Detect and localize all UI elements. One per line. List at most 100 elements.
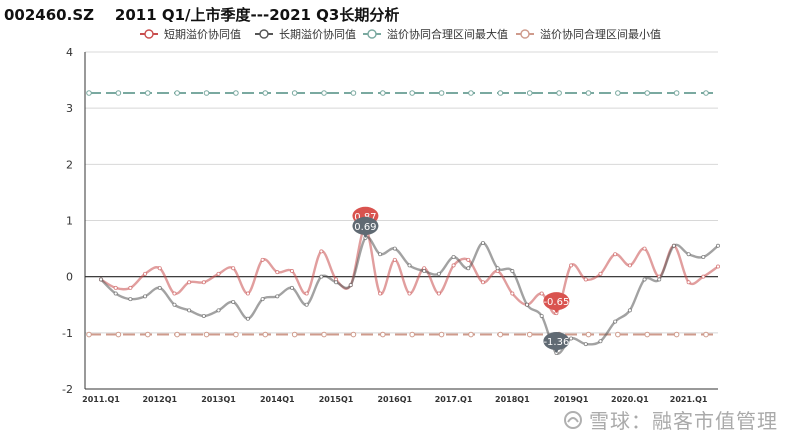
series-point-1	[407, 263, 412, 268]
series-point-1	[319, 274, 324, 279]
series-point-2	[673, 90, 680, 96]
x-tick-label: 2016Q1	[377, 395, 412, 404]
series-point-0	[289, 269, 294, 274]
series-point-1	[99, 277, 104, 282]
series-point-0	[627, 263, 632, 268]
x-tick-label: 2018Q1	[495, 395, 530, 404]
legend-marker	[259, 29, 269, 39]
series-point-0	[157, 266, 162, 271]
series-point-2	[585, 90, 592, 96]
series-point-3	[350, 331, 357, 338]
series-point-3	[644, 331, 651, 338]
y-tick-label: 1	[66, 215, 73, 228]
series-point-1	[172, 302, 177, 307]
series-point-1	[334, 280, 339, 285]
series-point-3	[380, 331, 386, 338]
legend-label: 溢价协同合理区间最大值	[387, 27, 508, 41]
series-point-2	[468, 90, 474, 96]
series-point-1	[260, 297, 265, 302]
series-point-1	[436, 271, 441, 276]
series-point-1	[304, 302, 309, 307]
series-point-0	[613, 252, 618, 257]
series-point-3	[174, 331, 180, 338]
series-point-1	[113, 291, 118, 296]
series-point-0	[275, 270, 280, 275]
series-point-3	[115, 331, 122, 338]
series-point-2	[615, 90, 621, 96]
series-point-0	[539, 291, 544, 296]
series-point-0	[569, 263, 574, 268]
series-point-1	[525, 302, 530, 307]
series-point-2	[409, 90, 415, 96]
x-tick-label: 2012Q1	[142, 395, 177, 404]
annotation-pin: -1.36	[543, 332, 570, 354]
series-point-0	[686, 280, 691, 285]
series-point-0	[378, 291, 383, 296]
series-point-1	[495, 266, 500, 271]
series-point-2	[556, 90, 562, 96]
snowball-logo-icon	[564, 410, 582, 429]
series-point-0	[583, 277, 588, 282]
series-point-0	[245, 291, 250, 296]
legend-marker	[520, 29, 530, 39]
series-point-3	[615, 331, 621, 338]
series-point-0	[510, 291, 515, 296]
series-point-1	[348, 283, 353, 288]
series-point-1	[187, 308, 192, 313]
series-point-1	[275, 294, 280, 299]
series-point-2	[144, 90, 151, 96]
series-point-0	[598, 271, 603, 276]
annotation-bubble	[543, 332, 570, 351]
series-point-3	[585, 331, 592, 338]
series-point-0	[407, 291, 412, 296]
series-point-1	[657, 277, 662, 282]
series-point-1	[128, 297, 133, 302]
y-tick-label: -1	[62, 327, 73, 340]
y-tick-label: 3	[66, 102, 73, 115]
series-point-0	[172, 291, 177, 296]
series-point-0	[716, 264, 721, 269]
series-point-2	[438, 90, 445, 96]
series-point-1	[392, 246, 397, 251]
series-point-0	[260, 257, 265, 262]
series-point-3	[497, 331, 504, 338]
series-point-1	[201, 313, 206, 318]
legend-label: 溢价协同合理区间最小值	[540, 27, 661, 41]
series-point-2	[703, 90, 709, 96]
series-point-1	[143, 294, 148, 299]
series-point-3	[144, 331, 151, 338]
series-point-3	[203, 331, 210, 338]
annotation-label: 0.69	[354, 222, 376, 233]
series-point-0	[436, 291, 441, 296]
watermark-text: 雪球：融客市值管理	[589, 409, 778, 433]
series-point-1	[216, 308, 221, 313]
x-tick-label: 2021.Q1	[670, 395, 708, 404]
series-point-0	[231, 266, 236, 271]
series-point-0	[392, 257, 397, 262]
series-point-2	[203, 90, 210, 96]
series-point-1	[569, 336, 574, 341]
series-point-1	[583, 342, 588, 347]
series-point-1	[598, 339, 603, 344]
series-point-2	[350, 90, 357, 96]
series-point-0	[187, 280, 192, 285]
series-point-1	[627, 308, 632, 313]
x-tick-label: 2011.Q1	[82, 395, 120, 404]
series-point-0	[128, 285, 133, 290]
series-point-3	[86, 331, 92, 338]
series-point-3	[233, 331, 239, 338]
y-tick-label: 2	[66, 158, 73, 171]
series-point-3	[703, 331, 709, 338]
series-point-1	[510, 269, 515, 274]
series-point-3	[526, 331, 533, 338]
series-point-1	[422, 269, 427, 274]
series-point-1	[686, 252, 691, 257]
series-point-2	[86, 90, 92, 96]
series-point-2	[291, 90, 298, 96]
x-tick-label: 2015Q1	[319, 395, 354, 404]
series-point-2	[526, 90, 533, 96]
series-point-1	[451, 255, 456, 260]
annotation-pin: 0.69	[352, 216, 379, 238]
